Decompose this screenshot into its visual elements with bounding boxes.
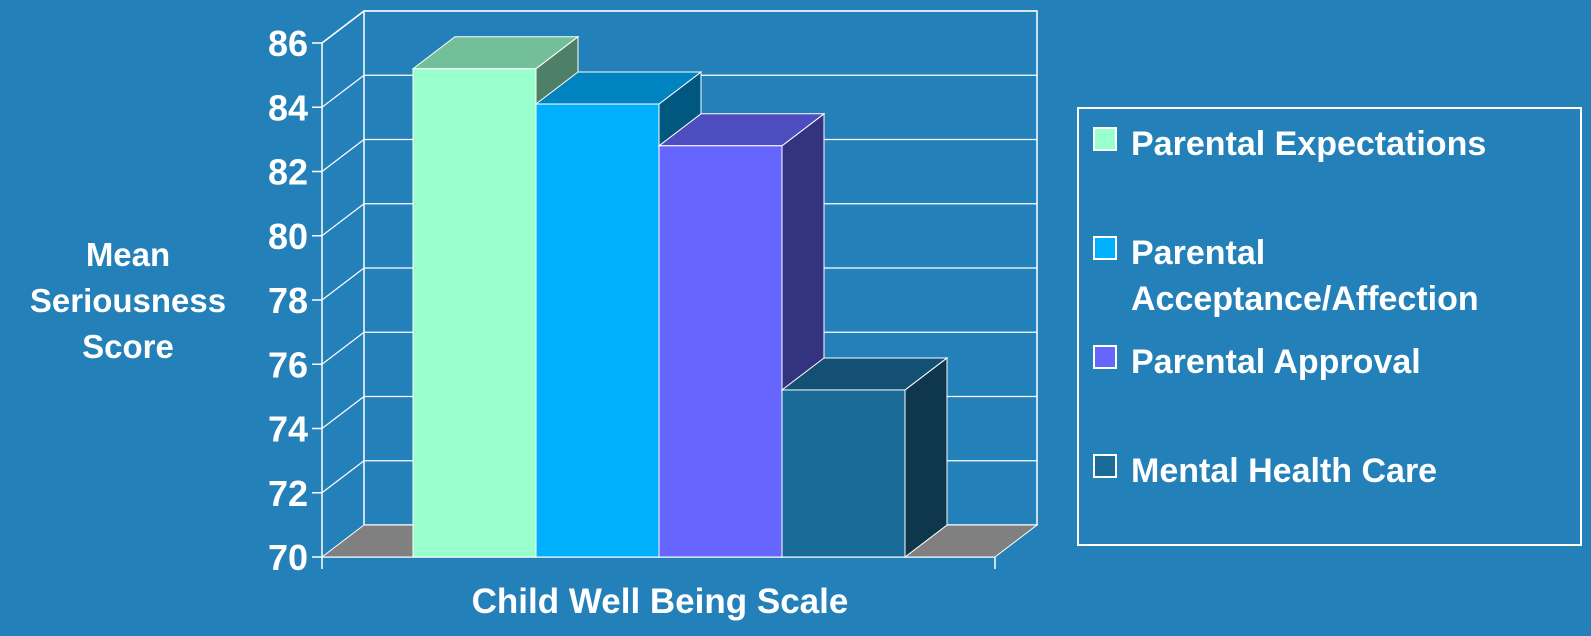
bar-front (781, 389, 906, 558)
y-tick-label: 72 (268, 473, 308, 514)
gridline-diagonal (321, 203, 365, 237)
legend-swatch (1093, 454, 1117, 478)
gridline-diagonal (321, 267, 365, 301)
y-tick-label: 86 (268, 23, 308, 64)
y-tick-label: 78 (268, 280, 308, 321)
gridline-diagonal (321, 10, 365, 44)
y-axis: 70 72 74 76 78 80 82 84 86 (268, 23, 322, 578)
bar-side (904, 356, 948, 559)
bar-front (658, 145, 783, 558)
bar-mental-health-care (780, 356, 949, 559)
y-tick-label: 70 (268, 537, 308, 578)
legend-swatch (1093, 236, 1117, 260)
gridline-diagonal (321, 460, 365, 494)
gridline-diagonal (321, 396, 365, 429)
y-tick-label: 84 (268, 87, 308, 128)
gridline-diagonal (321, 139, 365, 172)
legend-label: Parental Approval (1131, 343, 1421, 381)
gridline-diagonal (321, 74, 365, 108)
bars (320, 35, 1039, 559)
bar-front (535, 103, 660, 558)
y-tick-label: 80 (268, 216, 308, 257)
y-tick-label: 76 (268, 344, 308, 385)
y-tick-label: 74 (268, 409, 308, 450)
legend-label: Mental Health Care (1131, 452, 1438, 490)
legend-swatch (1093, 345, 1117, 369)
y-axis-label: Mean Seriousness Score (29, 236, 227, 365)
legend-label: Parental Acceptance/Affection (1131, 234, 1479, 318)
legend: Parental Expectations Parental Acceptanc… (1077, 107, 1582, 546)
legend-swatch (1093, 127, 1117, 151)
y-tick-label: 82 (268, 152, 308, 193)
gridline-diagonal (321, 331, 365, 365)
legend-label: Parental Expectations (1131, 125, 1487, 163)
bar-front (412, 68, 537, 558)
x-axis-label: Child Well Being Scale (471, 582, 849, 621)
